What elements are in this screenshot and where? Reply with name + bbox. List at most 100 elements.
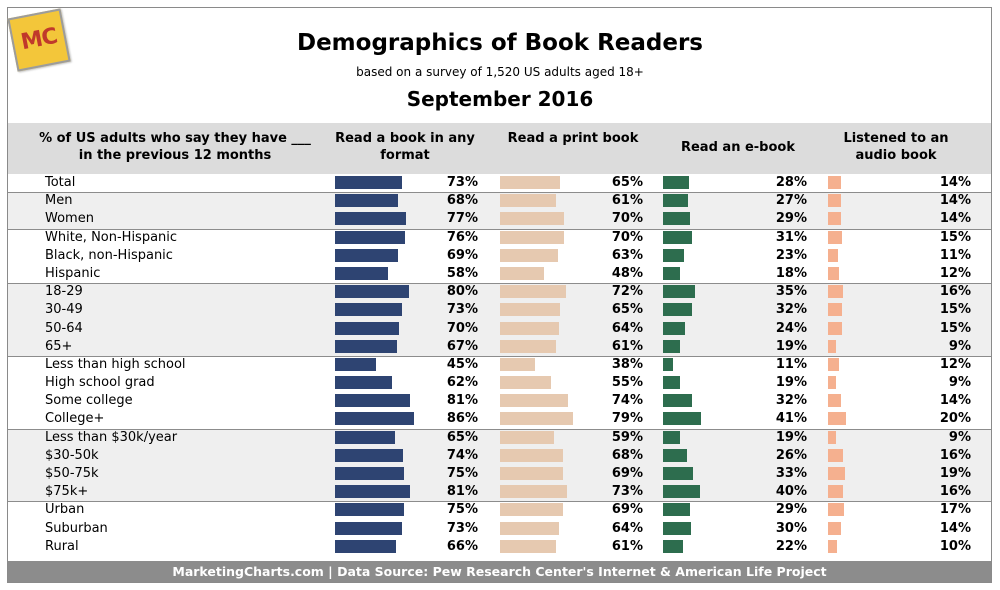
value-label-ebook: 31% bbox=[775, 229, 807, 245]
row-label: Men bbox=[45, 193, 73, 209]
table-row: Hispanic 58% 48% 18% 12% bbox=[8, 265, 991, 283]
value-label-ebook: 35% bbox=[775, 284, 807, 300]
bar-ebook bbox=[663, 467, 694, 481]
bar-any bbox=[335, 376, 393, 390]
bar-ebook bbox=[663, 248, 685, 262]
value-label-print: 55% bbox=[611, 375, 643, 391]
bar-any bbox=[335, 266, 389, 280]
value-label-audio: 14% bbox=[939, 211, 971, 227]
value-label-audio: 14% bbox=[939, 520, 971, 536]
value-label-any: 75% bbox=[446, 466, 478, 482]
value-label-any: 75% bbox=[446, 502, 478, 518]
row-label: Rural bbox=[45, 538, 79, 554]
bar-print bbox=[500, 521, 559, 535]
value-label-ebook: 29% bbox=[775, 211, 807, 227]
bar-audio bbox=[828, 357, 840, 371]
table-row: Less than $30k/year 65% 59% 19% 9% bbox=[8, 429, 991, 447]
value-label-audio: 9% bbox=[948, 429, 971, 445]
value-label-print: 70% bbox=[611, 229, 643, 245]
value-label-audio: 9% bbox=[948, 375, 971, 391]
bar-ebook bbox=[663, 539, 684, 553]
row-label: High school grad bbox=[45, 375, 155, 391]
table-row: 18-29 80% 72% 35% 16% bbox=[8, 283, 991, 301]
value-label-any: 74% bbox=[446, 447, 478, 463]
value-label-print: 64% bbox=[611, 320, 643, 336]
value-label-ebook: 33% bbox=[775, 466, 807, 482]
bar-ebook bbox=[663, 521, 691, 535]
table-row: College+ 86% 79% 41% 20% bbox=[8, 410, 991, 428]
row-label: Less than $30k/year bbox=[45, 429, 178, 445]
bar-any bbox=[335, 503, 404, 517]
bar-any bbox=[335, 212, 406, 226]
row-label: $75k+ bbox=[45, 484, 89, 500]
value-label-audio: 12% bbox=[939, 356, 971, 372]
bar-ebook bbox=[663, 357, 674, 371]
row-label: Some college bbox=[45, 393, 133, 409]
bar-any bbox=[335, 357, 377, 371]
column-header-ebook: Read an e-book bbox=[680, 140, 795, 155]
bar-audio bbox=[828, 394, 841, 408]
value-label-any: 67% bbox=[446, 338, 478, 354]
bar-print bbox=[500, 321, 559, 335]
row-label: 30-49 bbox=[45, 302, 83, 318]
row-label: Black, non-Hispanic bbox=[45, 247, 173, 263]
bar-audio bbox=[828, 248, 839, 262]
value-label-print: 65% bbox=[611, 302, 643, 318]
bar-print bbox=[500, 485, 568, 499]
row-label: 18-29 bbox=[45, 284, 83, 300]
bar-print bbox=[500, 285, 567, 299]
value-label-audio: 19% bbox=[939, 466, 971, 482]
value-label-ebook: 26% bbox=[775, 447, 807, 463]
bar-any bbox=[335, 303, 403, 317]
value-label-any: 65% bbox=[446, 429, 478, 445]
value-label-ebook: 11% bbox=[775, 356, 807, 372]
table-row: White, Non-Hispanic 76% 70% 31% 15% bbox=[8, 229, 991, 247]
row-label: Less than high school bbox=[45, 356, 186, 372]
value-label-audio: 10% bbox=[939, 538, 971, 554]
value-label-audio: 15% bbox=[939, 302, 971, 318]
bar-audio bbox=[828, 194, 841, 208]
value-label-ebook: 19% bbox=[775, 429, 807, 445]
bar-print bbox=[500, 230, 565, 244]
bar-ebook bbox=[663, 176, 689, 189]
bar-ebook bbox=[663, 394, 693, 408]
bar-ebook bbox=[663, 303, 693, 317]
bar-audio bbox=[828, 176, 841, 189]
value-label-any: 68% bbox=[446, 193, 478, 209]
value-label-ebook: 19% bbox=[775, 375, 807, 391]
bar-audio bbox=[828, 503, 844, 517]
bar-print bbox=[500, 194, 557, 208]
row-label: Urban bbox=[45, 502, 85, 518]
table-row: High school grad 62% 55% 19% 9% bbox=[8, 374, 991, 392]
group-separator bbox=[8, 283, 991, 285]
bar-any bbox=[335, 485, 410, 499]
bar-any bbox=[335, 230, 405, 244]
value-label-any: 70% bbox=[446, 320, 478, 336]
row-label: 50-64 bbox=[45, 320, 83, 336]
bar-any bbox=[335, 412, 415, 426]
value-label-print: 38% bbox=[611, 356, 643, 372]
table-row: Less than high school 45% 38% 11% 12% bbox=[8, 356, 991, 374]
table-row: 65+ 67% 61% 19% 9% bbox=[8, 338, 991, 356]
column-header-print: Read a print book bbox=[507, 131, 639, 146]
bar-print bbox=[500, 248, 558, 262]
bar-any bbox=[335, 285, 409, 299]
bar-audio bbox=[828, 285, 843, 299]
group-separator bbox=[8, 228, 991, 230]
value-label-any: 58% bbox=[446, 265, 478, 281]
value-label-print: 65% bbox=[611, 175, 643, 190]
bar-any bbox=[335, 394, 410, 408]
value-label-print: 61% bbox=[611, 338, 643, 354]
value-label-ebook: 22% bbox=[775, 538, 807, 554]
value-label-ebook: 28% bbox=[775, 175, 807, 190]
value-label-print: 64% bbox=[611, 520, 643, 536]
value-label-ebook: 40% bbox=[775, 484, 807, 500]
bar-audio bbox=[828, 230, 842, 244]
bar-ebook bbox=[663, 285, 696, 299]
row-header-label: % of US adults who say they have ___ in … bbox=[39, 131, 311, 163]
value-label-any: 80% bbox=[446, 284, 478, 300]
value-label-audio: 14% bbox=[939, 393, 971, 409]
bar-print bbox=[500, 376, 551, 390]
bar-any bbox=[335, 467, 404, 481]
row-label: $30-50k bbox=[45, 447, 99, 463]
